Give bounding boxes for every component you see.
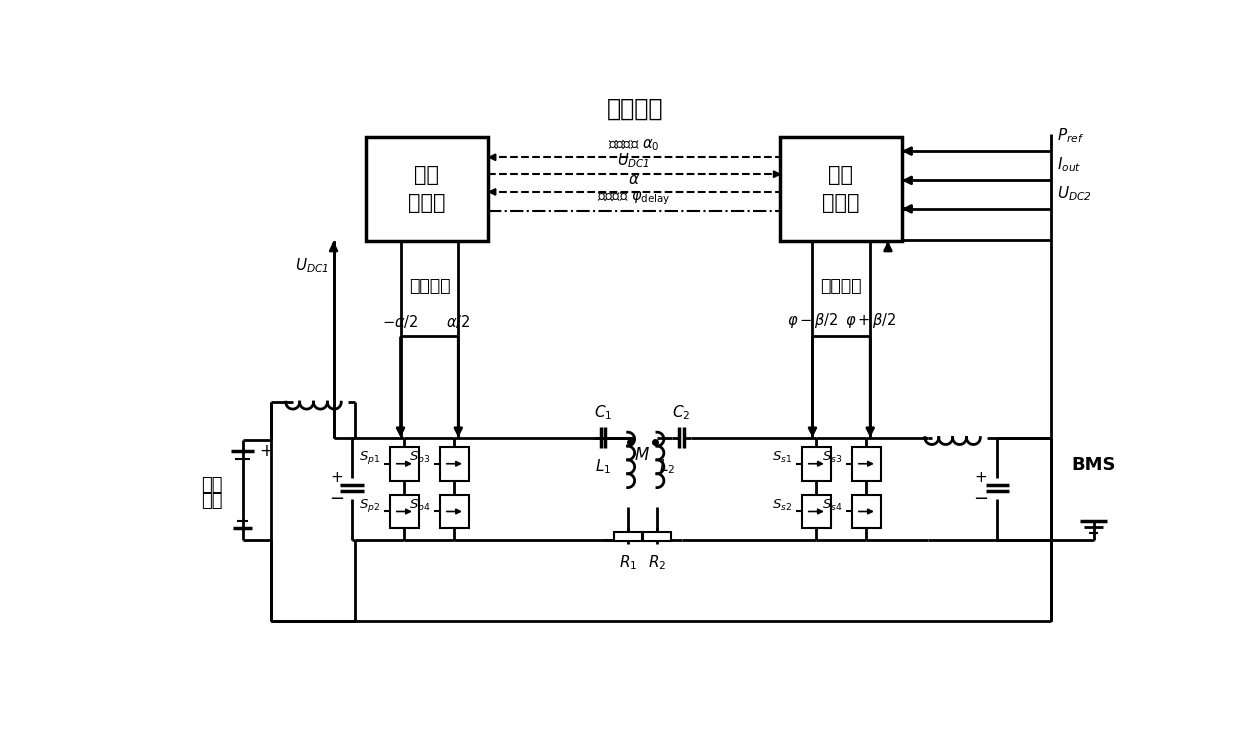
Bar [440,495,470,528]
Text: $S_{s4}$: $S_{s4}$ [821,498,843,513]
Text: $L_1$: $L_1$ [595,457,611,476]
Text: −: − [973,490,987,508]
Text: $S_{p3}$: $S_{p3}$ [409,449,431,466]
Text: $-α/2$: $-α/2$ [383,313,419,330]
Text: $C_1$: $C_1$ [593,404,612,422]
Text: $R_1$: $R_1$ [618,553,637,571]
Text: $L_2$: $L_2$ [659,457,675,476]
Bar [440,447,470,480]
Bar [643,531,670,541]
Text: $φ-β/2$: $φ-β/2$ [787,311,838,330]
Text: $C_2$: $C_2$ [673,404,690,422]
Bar [390,447,419,480]
Text: $S_{s3}$: $S_{s3}$ [823,450,843,465]
Text: 原边: 原边 [414,166,439,185]
Text: +: + [974,470,986,485]
Bar [851,447,881,480]
Text: $P_{\mathregular{ref}}$: $P_{\mathregular{ref}}$ [1057,126,1084,145]
Text: $S_{p1}$: $S_{p1}$ [359,449,380,466]
Text: +: + [331,470,343,485]
Text: $S_{p4}$: $S_{p4}$ [409,497,431,514]
Text: 控制信号: 控制信号 [820,277,862,295]
Bar [781,137,902,241]
Text: 无线通信: 无线通信 [606,97,663,121]
Bar [851,495,881,528]
Text: $I_{\mathregular{out}}$: $I_{\mathregular{out}}$ [1057,155,1082,175]
Text: −: − [330,490,344,508]
Text: $S_{s2}$: $S_{s2}$ [772,498,793,513]
Text: 直流: 直流 [201,475,223,494]
Text: $α$: $α$ [628,172,639,187]
Bar [613,531,642,541]
Text: $M$: $M$ [634,445,650,463]
Bar [390,495,419,528]
Text: 通信延迟 $φ_{\mathregular{delay}}$: 通信延迟 $φ_{\mathregular{delay}}$ [597,189,670,207]
Text: $U_{\mathregular{DC2}}$: $U_{\mathregular{DC2}}$ [1057,184,1093,203]
Text: $S_{s1}$: $S_{s1}$ [772,450,793,465]
Text: 控制信号: 控制信号 [409,277,450,295]
Text: $φ+β/2$: $φ+β/2$ [845,311,896,330]
Text: +: + [260,442,274,460]
Text: 控制器: 控制器 [408,193,446,213]
Text: BMS: BMS [1072,456,1116,474]
Text: $R_2$: $R_2$ [648,553,667,571]
Text: 启动信号 $α_0$: 启动信号 $α_0$ [608,137,659,153]
Text: 控制器: 控制器 [823,193,860,213]
Text: $α/2$: $α/2$ [446,313,471,330]
Text: $U_{\mathregular{DC1}}$: $U_{\mathregular{DC1}}$ [295,257,328,275]
Text: $U_{\mathregular{DC1}}$: $U_{\mathregular{DC1}}$ [617,151,650,169]
Bar [366,137,487,241]
Text: 电网: 电网 [201,492,223,510]
Bar [802,495,831,528]
Text: $S_{p2}$: $S_{p2}$ [359,497,380,514]
Text: 副边: 副边 [829,166,854,185]
Bar [802,447,831,480]
